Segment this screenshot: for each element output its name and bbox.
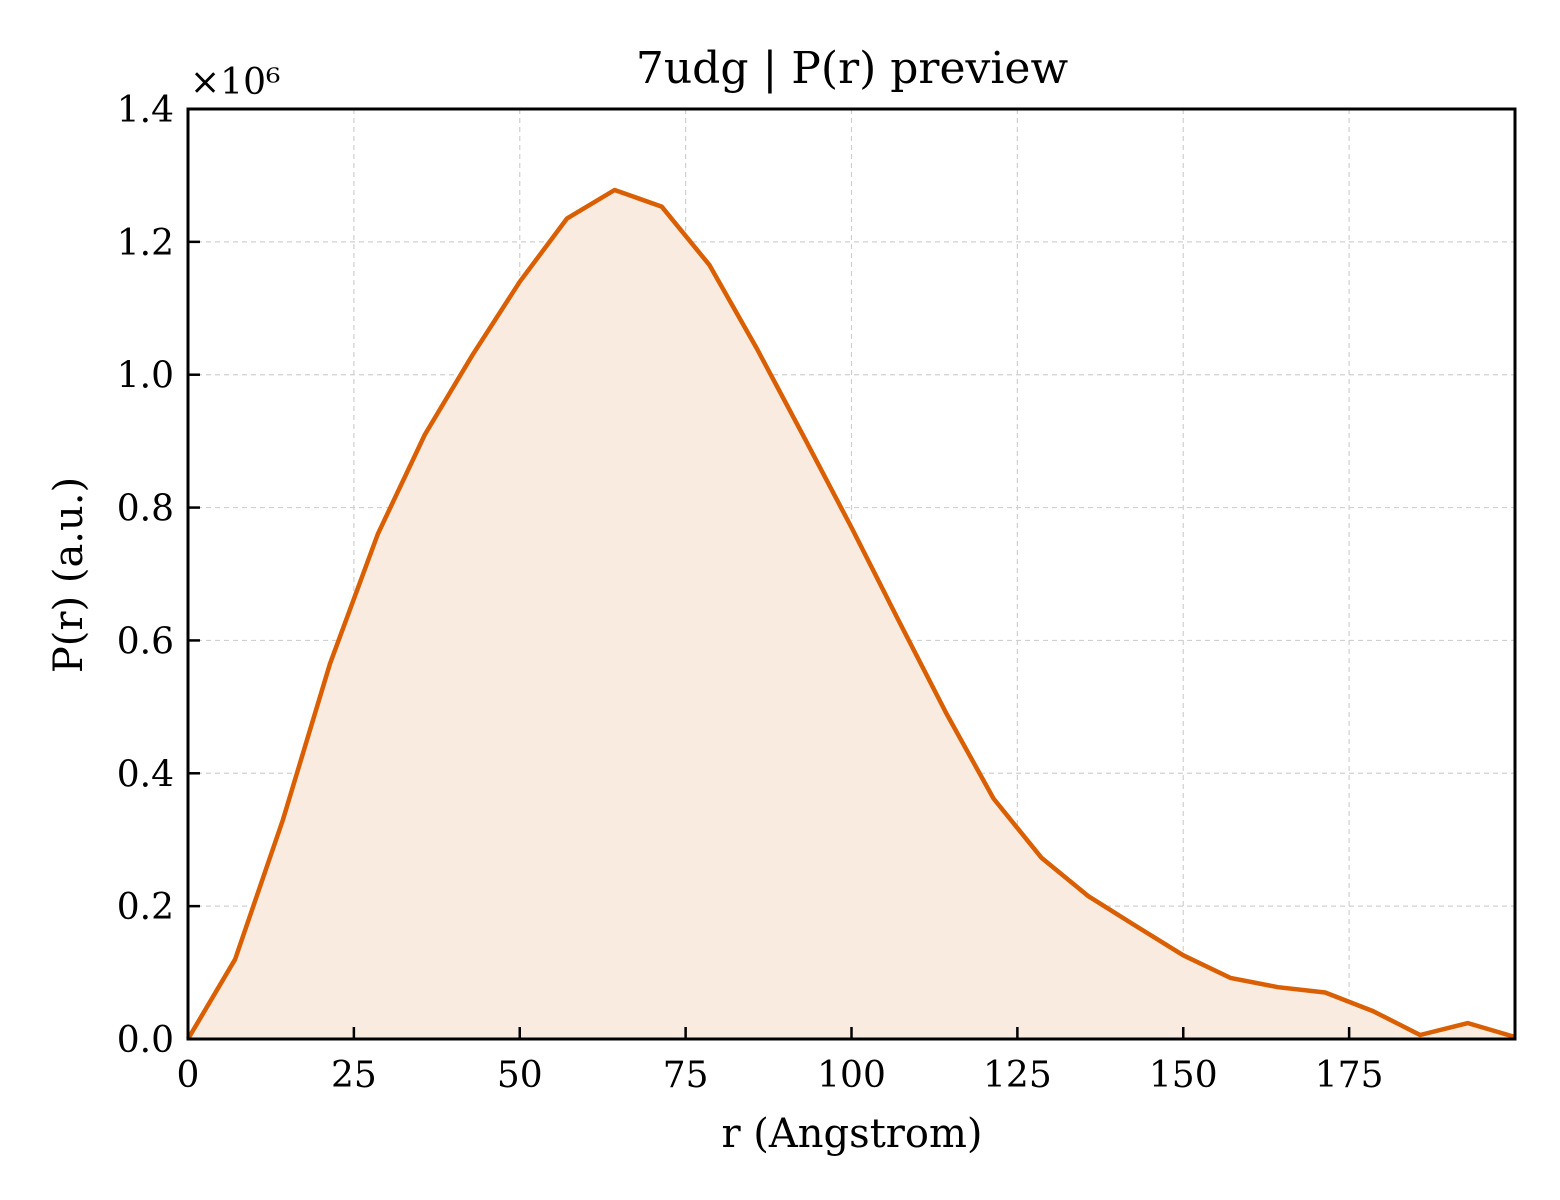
- y-offset-label: ×10⁶: [190, 62, 280, 103]
- x-tick-label: 25: [331, 1055, 377, 1096]
- x-tick-label: 125: [983, 1055, 1052, 1096]
- y-tick-label: 0.8: [117, 489, 174, 530]
- y-tick-label: 1.0: [117, 356, 174, 397]
- pr-series-line: [186, 187, 1516, 1041]
- y-axis-label: P(r) (a.u.): [46, 477, 92, 673]
- y-tick-label: 0.6: [117, 621, 174, 662]
- y-tick-label: 0.0: [117, 1020, 174, 1061]
- axis-ticks: 0 25 50 75 100 125 150 175 0.0 0.2 0.4 0.6 0.8 1.0 1.2…: [117, 90, 1384, 1096]
- x-tick-label: 75: [663, 1055, 709, 1096]
- x-axis-label: r (Angstrom): [721, 1111, 982, 1157]
- x-tick-label: 175: [1315, 1055, 1384, 1096]
- x-tick-label: 50: [497, 1055, 543, 1096]
- x-tick-label: 150: [1149, 1055, 1218, 1096]
- y-tick-label: 1.4: [117, 90, 174, 131]
- pr-area-fill: [188, 190, 1515, 1039]
- y-tick-label: 1.2: [117, 223, 174, 264]
- x-tick-label: 0: [177, 1055, 200, 1096]
- y-tick-label: 0.2: [117, 887, 174, 928]
- x-tick-label: 100: [817, 1055, 886, 1096]
- chart-title: 7udg | P(r) preview: [636, 43, 1069, 94]
- y-tick-label: 0.4: [117, 754, 174, 795]
